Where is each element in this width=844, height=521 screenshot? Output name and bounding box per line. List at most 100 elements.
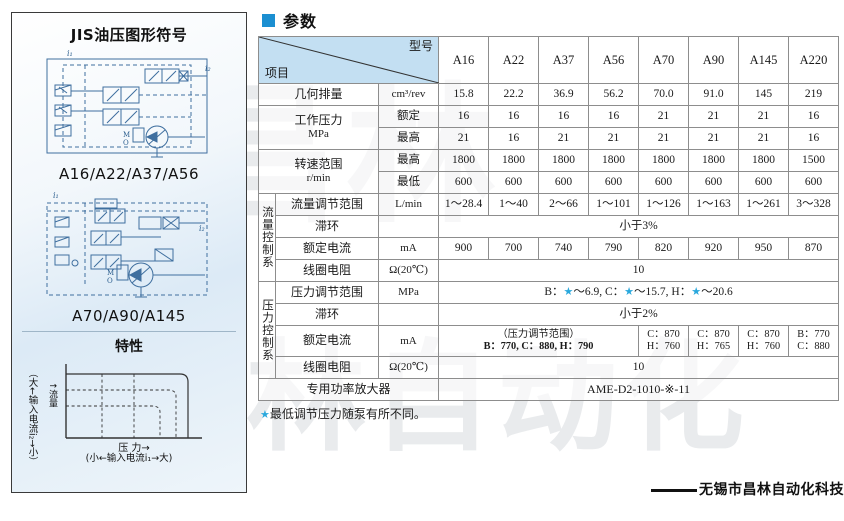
cell-pressure-rated-a70: 21 [638, 105, 690, 128]
cell-displacement-a37: 36.9 [538, 83, 590, 106]
row-unit-flow-range: L/min [377, 193, 440, 216]
cell-flow-range-a37: 2～66 [538, 193, 590, 216]
table-row-flow-coil-resistance: 线圈电阻 Ω(20℃) 10 [259, 259, 840, 282]
corner-model-label: 型号 [409, 39, 434, 53]
hydraulic-schematic-a16-a56: i₁ i₂ M O [46, 49, 211, 158]
label-i1: i₁ [53, 191, 59, 200]
label-i2: i₂ [199, 224, 205, 233]
table-row-pressure-hysteresis: 滞环 小于2% [259, 303, 840, 326]
corner-item-label: 项目 [265, 66, 290, 81]
cell-pressure-max-a70: 21 [638, 127, 690, 150]
chart-y-axis-outer-label: （大←输入电流i₂→小） [27, 368, 39, 464]
table-row-flow-hysteresis: 滞环 小于3% [259, 215, 840, 238]
model-header-a220: A220 [788, 36, 840, 84]
chart-y-axis-inner-label: ↑流量 [47, 382, 58, 408]
row-label-flow-range: 流量调节范围 [275, 193, 379, 216]
row-label-working-pressure-text: 工作压力 [294, 113, 343, 128]
cell-speed-min-a22: 600 [488, 171, 540, 194]
row-unit-pressure-range: MPa [377, 281, 440, 304]
cell-flow-current-a37: 740 [538, 237, 590, 260]
row-label-flow-rated-current: 额定电流 [275, 237, 379, 260]
row-label-flow-hysteresis: 滞环 [275, 215, 379, 238]
row-label-working-pressure: 工作压力 MPa [258, 105, 379, 150]
cell-flow-current-a16: 900 [438, 237, 490, 260]
company-label: 无锡市昌林自动化科技 [699, 482, 844, 498]
cell-flow-current-a70: 820 [638, 237, 690, 260]
row-label-pressure-rated-current: 额定电流 [275, 325, 379, 357]
label-m: M [123, 131, 130, 139]
pressure-range-b-value: ～6.9, C： [573, 285, 625, 298]
label-o: O [107, 277, 113, 285]
cell-pressure-max-a37: 21 [538, 127, 590, 150]
pressure-range-h-value: ～20.6 [701, 285, 733, 298]
cell-flow-hysteresis-merged: 小于3% [438, 215, 840, 238]
row-unit-pressure-coil-resistance: Ω(20℃) [377, 356, 440, 379]
cell-flow-range-a22: 1～40 [488, 193, 540, 216]
cell-pressure-rated-a90: 21 [688, 105, 740, 128]
table-row-flow-rated-current: 额定电流 mA 900 700 740 790 820 920 950 870 [259, 237, 840, 260]
characteristics-chart-title: 特性 [115, 339, 143, 355]
cell-pressure-max-a56: 21 [588, 127, 640, 150]
label-m: M [107, 269, 114, 277]
panel-divider [22, 331, 236, 332]
footnote: ★最低调节压力随泵有所不同。 [260, 405, 844, 422]
cell-pressure-rated-a56: 16 [588, 105, 640, 128]
row-sub-speed-min: 最低 [377, 171, 440, 194]
cell-speed-min-a37: 600 [538, 171, 590, 194]
cell-pressure-max-a22: 16 [488, 127, 540, 150]
section-heading-label: 参数 [283, 12, 318, 31]
company-name: 无锡市昌林自动化科技 [651, 479, 844, 499]
cell-speed-max-a145: 1800 [738, 149, 790, 172]
row-label-working-pressure-unit: MPa [308, 128, 329, 141]
cell-flow-range-a90: 1～163 [688, 193, 740, 216]
group-label-pressure-control-text: 压力控制系 [261, 298, 274, 362]
model-header-a16: A16 [438, 36, 490, 84]
cell-flow-current-a220: 870 [788, 237, 840, 260]
cell-pressure-max-a16: 21 [438, 127, 490, 150]
model-header-a37: A37 [538, 36, 590, 84]
row-label-speed-range-text: 转速范围 [294, 157, 343, 172]
corner-diagonal-line [259, 37, 439, 83]
model-header-a145: A145 [738, 36, 790, 84]
cell-pressure-max-a145: 21 [738, 127, 790, 150]
table-row-flow-range: 流量控制系 流量调节范围 L/min 1～28.4 1～40 2～66 1～10… [258, 193, 840, 282]
cell-pressure-current-a90: C：870 H：765 [688, 325, 740, 357]
cell-pressure-coil-resistance-merged: 10 [438, 356, 840, 379]
label-i2: i₂ [205, 64, 211, 73]
cell-amplifier-value: AME-D2-1010-※-11 [438, 378, 840, 401]
pressure-current-a145-line1: C：870 [747, 329, 780, 341]
row-unit-displacement: cm³/rev [377, 83, 440, 106]
row-unit-flow-rated-current: mA [377, 237, 440, 260]
group-label-flow-control-text: 流量控制系 [261, 206, 274, 269]
cell-flow-range-a220: 3～328 [788, 193, 840, 216]
table-row-pressure-max: 最高 21 16 21 21 21 21 21 16 [259, 127, 840, 150]
cell-flow-coil-resistance-merged: 10 [438, 259, 840, 282]
row-label-speed-range-unit: r/min [306, 172, 331, 185]
group-label-pressure-control: 压力控制系 [258, 281, 276, 379]
company-rule [651, 488, 697, 492]
pressure-range-b-label: B： [544, 285, 564, 298]
table-row-speed-max: 转速范围 r/min 最高 1800 1800 1800 1800 1800 1… [258, 149, 840, 194]
cell-speed-max-a70: 1800 [638, 149, 690, 172]
cell-displacement-a22: 22.2 [488, 83, 540, 106]
cell-displacement-a56: 56.2 [588, 83, 640, 106]
row-label-displacement: 几何排量 [258, 83, 379, 106]
cell-flow-range-a145: 1～261 [738, 193, 790, 216]
row-unit-pressure-hysteresis [377, 303, 440, 326]
cell-displacement-a220: 219 [788, 83, 840, 106]
footnote-text: 最低调节压力随泵有所不同。 [269, 407, 426, 421]
label-o: O [123, 139, 129, 147]
star-icon-b: ★ [563, 285, 574, 298]
cell-displacement-a16: 15.8 [438, 83, 490, 106]
pressure-current-a145-line2: H：760 [746, 341, 781, 352]
cell-pressure-current-a70: C：870 H：760 [638, 325, 690, 357]
pressure-range-c-value: ～15.7, H： [634, 285, 692, 298]
star-icon-c: ★ [624, 285, 635, 298]
cell-pressure-rated-a37: 16 [538, 105, 590, 128]
cell-speed-max-a16: 1800 [438, 149, 490, 172]
pressure-current-merged-line1: （压力调节范围） [497, 329, 580, 341]
row-label-speed-range: 转速范围 r/min [258, 149, 379, 194]
table-row-displacement: 几何排量 cm³/rev 15.8 22.2 36.9 56.2 70.0 91… [258, 83, 840, 106]
pressure-current-a90-line2: H：765 [696, 341, 731, 352]
row-sub-rated: 额定 [377, 105, 440, 128]
